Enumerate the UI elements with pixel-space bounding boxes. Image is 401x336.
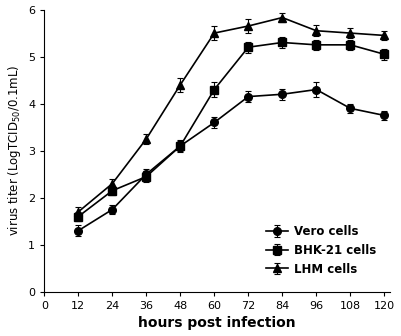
Y-axis label: virus titer (LogTCID$_{50}$/0.1mL): virus titer (LogTCID$_{50}$/0.1mL) <box>6 65 22 237</box>
X-axis label: hours post infection: hours post infection <box>138 317 296 330</box>
Legend: Vero cells, BHK-21 cells, LHM cells: Vero cells, BHK-21 cells, LHM cells <box>262 220 381 280</box>
